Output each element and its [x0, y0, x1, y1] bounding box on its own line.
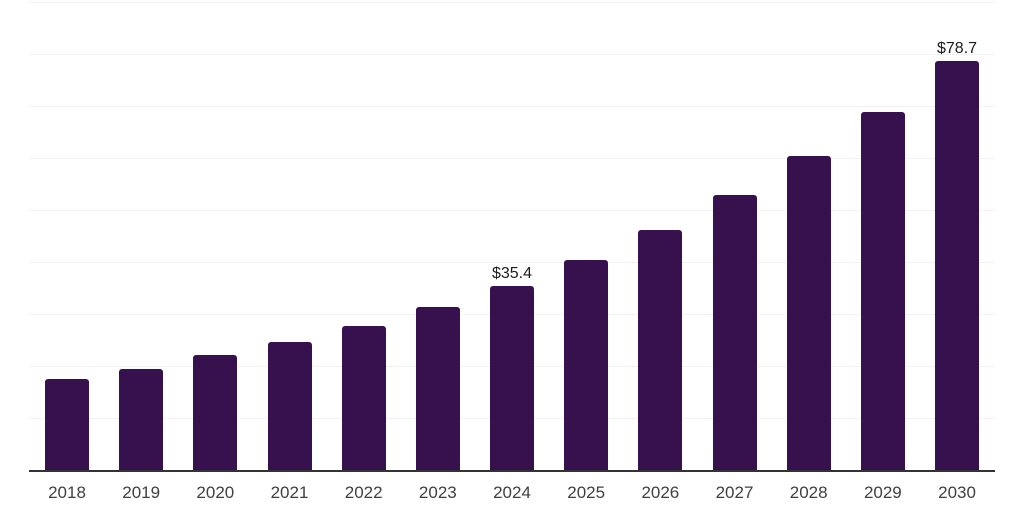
gridline-50	[29, 210, 995, 211]
bar-2026	[638, 229, 683, 470]
value-label-2030: $78.7	[937, 39, 978, 57]
bar-2022	[341, 325, 386, 470]
gridline-60	[29, 158, 995, 159]
bar-2027	[712, 195, 757, 470]
bar-2019	[119, 368, 164, 470]
x-tick-2025: 2025	[567, 483, 606, 502]
x-tick-2018: 2018	[48, 483, 86, 502]
bar-2028	[786, 156, 831, 470]
bar-2024	[490, 285, 535, 470]
x-tick-2026: 2026	[641, 483, 680, 502]
bar-2021	[267, 342, 312, 470]
x-tick-2024: 2024	[493, 483, 531, 502]
x-tick-2020: 2020	[196, 483, 235, 502]
x-tick-2022: 2022	[344, 483, 383, 502]
x-tick-2021: 2021	[270, 483, 309, 502]
bar-2029	[860, 111, 905, 470]
value-label-2024: $35.4	[491, 264, 533, 282]
gridline-40	[29, 262, 995, 263]
gridline-90	[29, 2, 995, 3]
bar-2020	[193, 355, 238, 470]
bar-2030	[935, 60, 980, 470]
x-tick-2023: 2023	[418, 483, 457, 502]
x-tick-2029: 2029	[863, 483, 902, 502]
x-tick-2028: 2028	[789, 483, 828, 502]
x-tick-2030: 2030	[938, 483, 976, 502]
x-axis-line	[29, 470, 995, 472]
gridline-70	[29, 106, 995, 107]
bar-2023	[415, 306, 460, 470]
bar-2018	[45, 379, 89, 470]
x-tick-2027: 2027	[715, 483, 754, 502]
bar-2025	[564, 259, 609, 470]
x-tick-2019: 2019	[122, 483, 161, 502]
gridline-80	[29, 54, 995, 55]
